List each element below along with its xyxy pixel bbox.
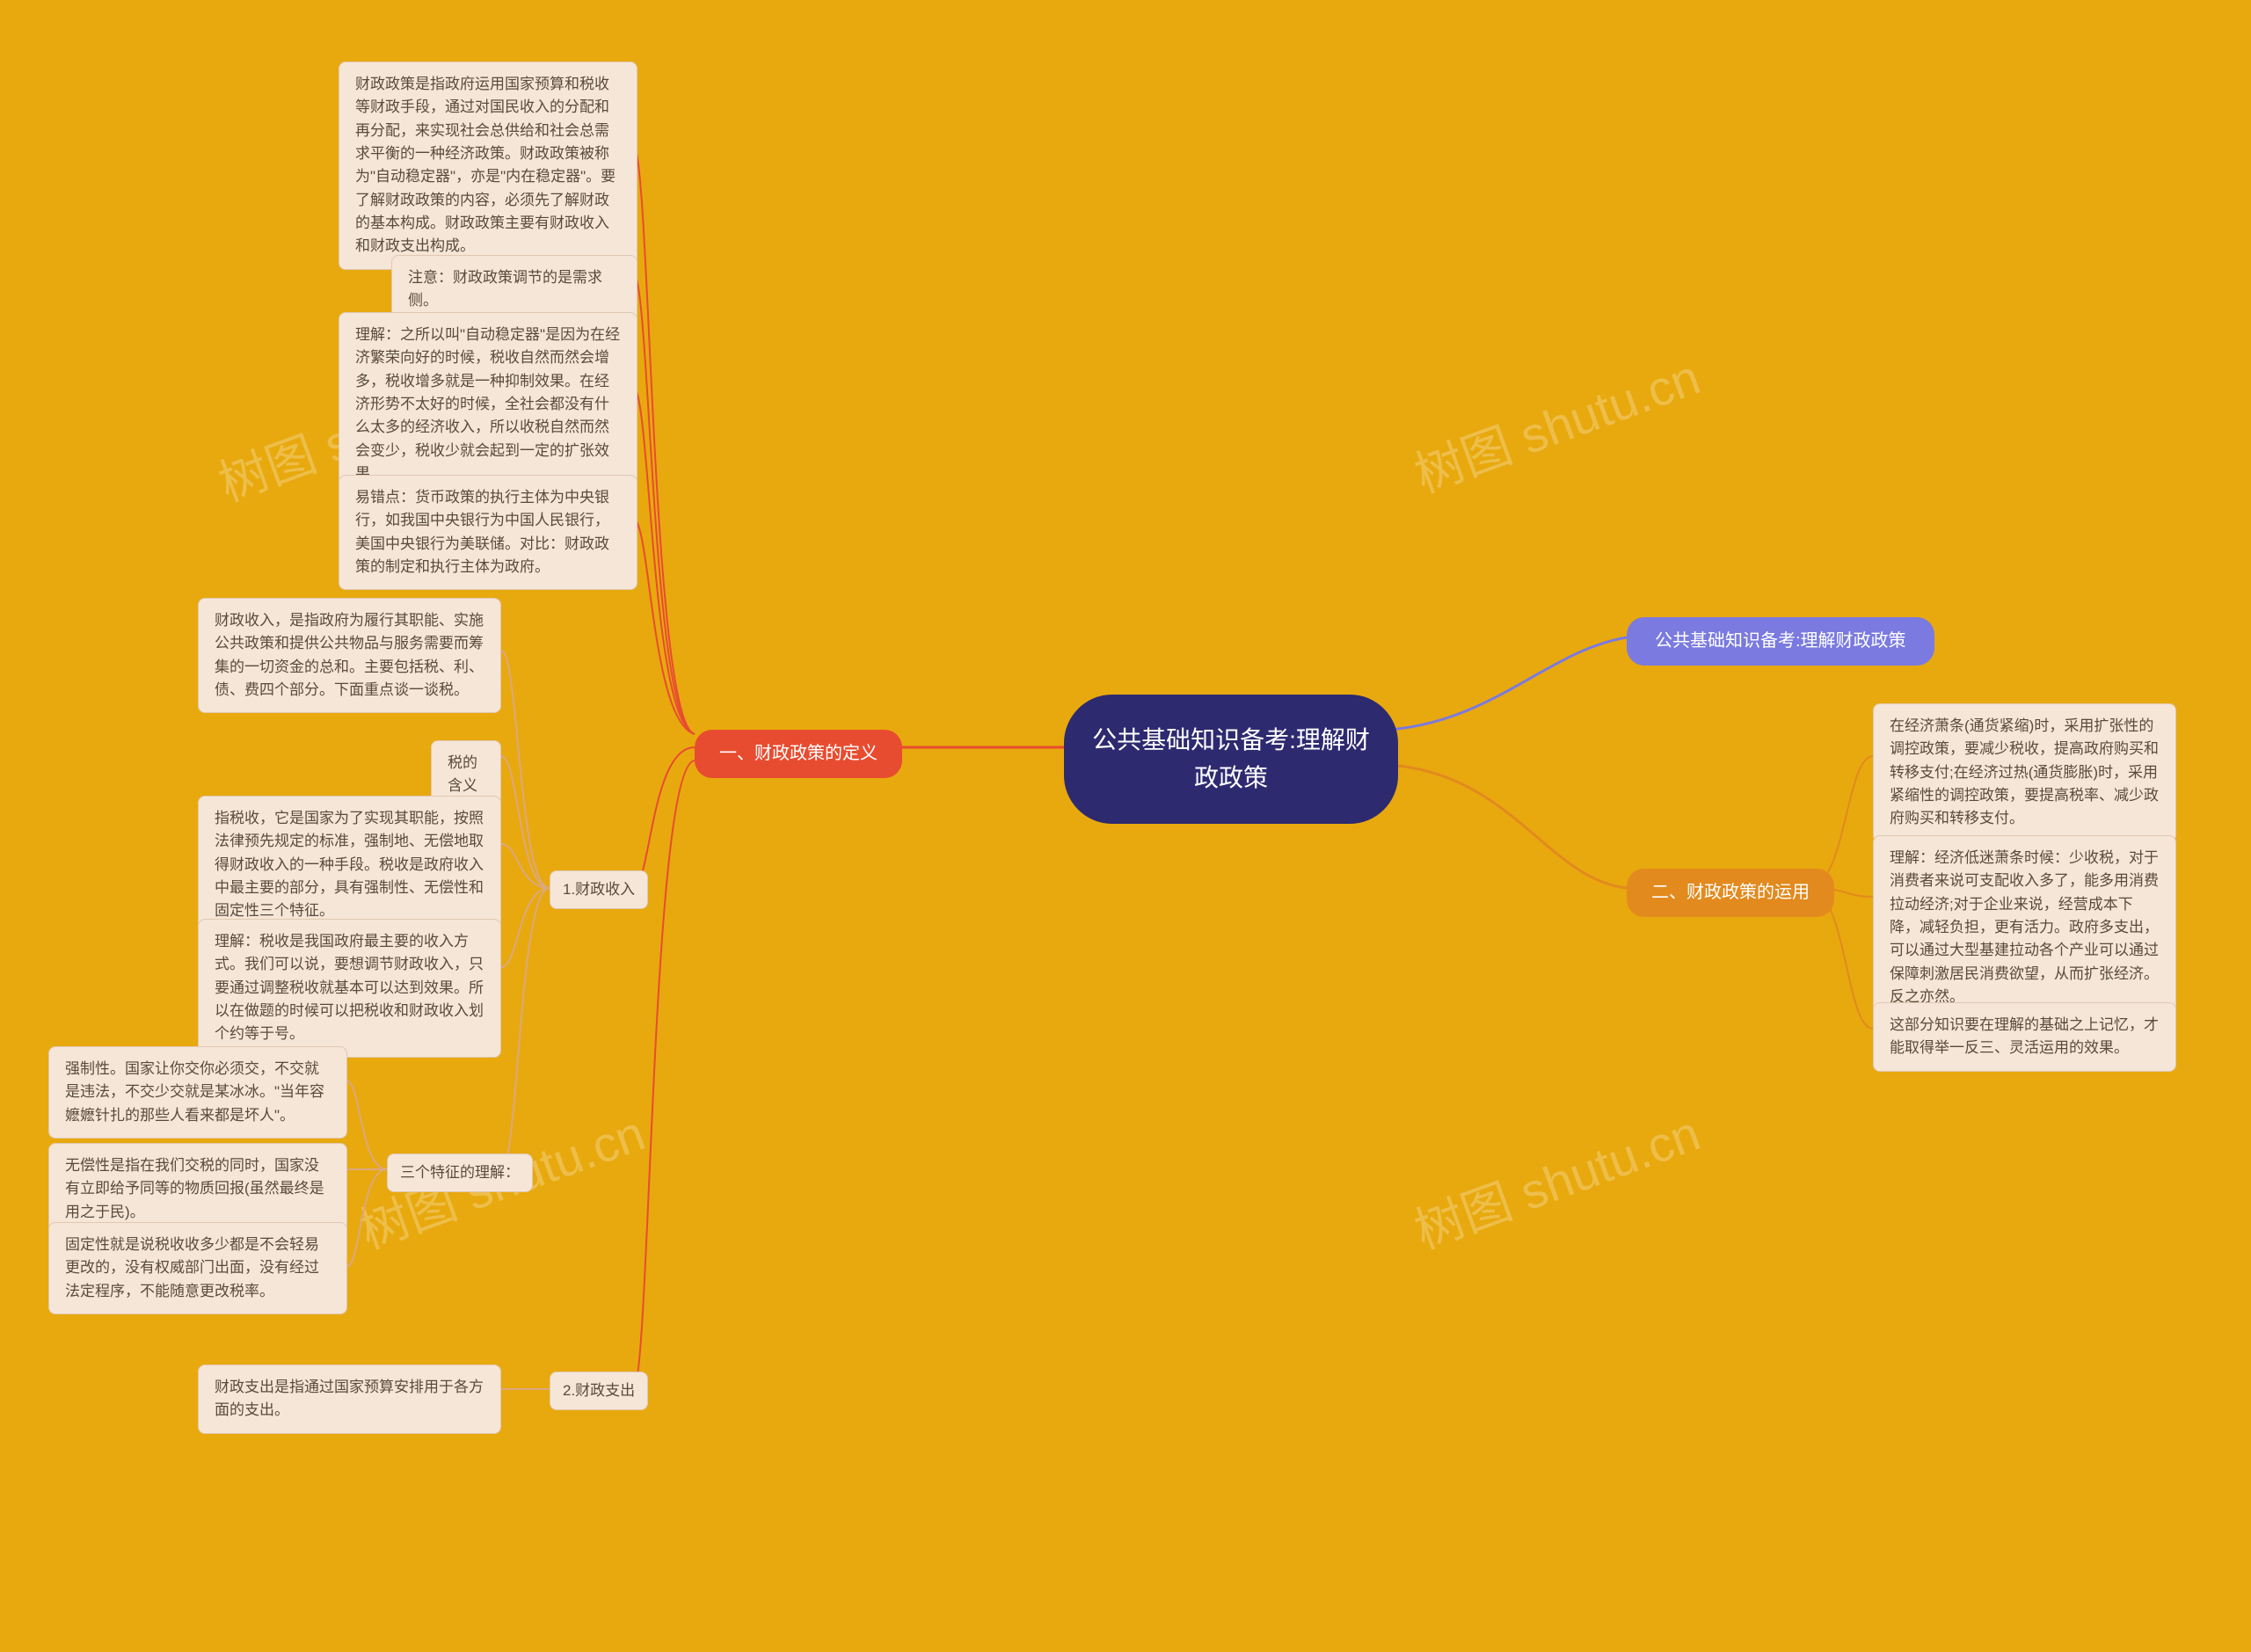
leaf-rev-c3: 指税收，它是国家为了实现其职能，按照法律预先规定的标准，强制地、无偿地取得财政收… xyxy=(198,796,501,935)
leaf-exp-c1: 财政支出是指通过国家预算安排用于各方面的支出。 xyxy=(198,1365,501,1434)
watermark: 树图 shutu.cn xyxy=(1403,1094,1708,1263)
leaf-usage-u3: 这部分知识要在理解的基础之上记忆，才能取得举一反三、灵活运用的效果。 xyxy=(1873,1002,2176,1072)
leaf-rev-c4: 理解：税收是我国政府最主要的收入方式。我们可以说，要想调节财政收入，只要通过调整… xyxy=(198,919,501,1058)
leaf-rev-c1: 财政收入，是指政府为履行其职能、实施公共政策和提供公共物品与服务需要而筹集的一切… xyxy=(198,598,501,713)
branch-left-definition[interactable]: 一、财政政策的定义 xyxy=(695,730,902,778)
leaf-def-intro1: 财政政策是指政府运用国家预算和税收等财政手段，通过对国民收入的分配和再分配，来实… xyxy=(339,62,637,270)
node-three-traits[interactable]: 三个特征的理解： xyxy=(387,1153,533,1192)
node-expense[interactable]: 2.财政支出 xyxy=(550,1372,648,1410)
watermark: 树图 shutu.cn xyxy=(1403,338,1708,506)
node-revenue[interactable]: 1.财政收入 xyxy=(550,870,648,909)
root-node[interactable]: 公共基础知识备考:理解财政政策 xyxy=(1064,695,1398,824)
leaf-def-intro4: 易错点：货币政策的执行主体为中央银行，如我国中央银行为中国人民银行，美国中央银行… xyxy=(339,475,637,590)
branch-right-usage[interactable]: 二、财政政策的运用 xyxy=(1627,869,1834,917)
leaf-usage-u1: 在经济萧条(通货紧缩)时，采用扩张性的调控政策，要减少税收，提高政府购买和转移支… xyxy=(1873,703,2176,842)
leaf-trait-t1: 强制性。国家让你交你必须交，不交就是违法，不交少交就是某冰冰。"当年容嬷嬷针扎的… xyxy=(48,1046,347,1139)
leaf-usage-u2: 理解：经济低迷萧条时候：少收税，对于消费者来说可支配收入多了，能多用消费拉动经济… xyxy=(1873,835,2176,1020)
leaf-def-intro3: 理解：之所以叫"自动稳定器"是因为在经济繁荣向好的时候，税收自然而然会增多，税收… xyxy=(339,312,637,497)
branch-right-top[interactable]: 公共基础知识备考:理解财政政策 xyxy=(1627,617,1934,666)
leaf-trait-t3: 固定性就是说税收收多少都是不会轻易更改的，没有权威部门出面，没有经过法定程序，不… xyxy=(48,1222,347,1314)
